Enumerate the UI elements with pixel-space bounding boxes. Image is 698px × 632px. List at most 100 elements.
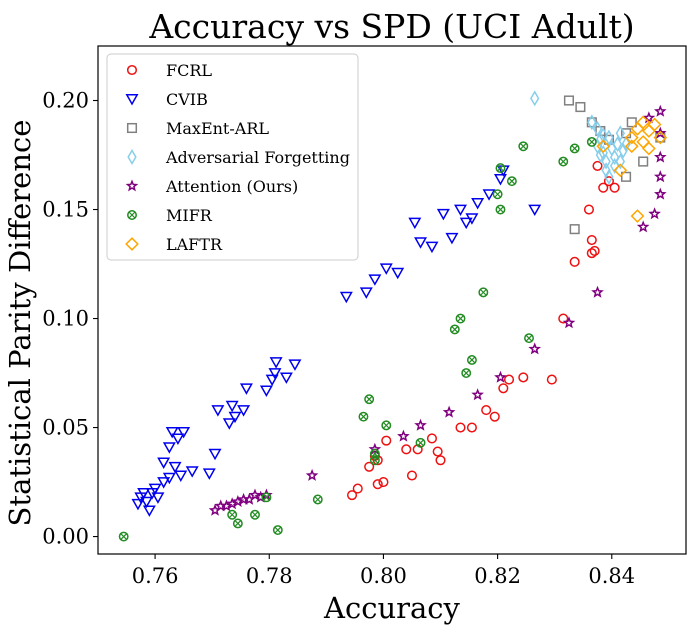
data-point [636, 220, 650, 233]
data-point [408, 217, 422, 230]
data-point [397, 429, 410, 442]
legend-label: Attention (Ours) [165, 177, 298, 196]
data-point [454, 204, 467, 217]
data-point [494, 370, 507, 383]
data-point [177, 426, 191, 439]
data-point [612, 136, 623, 153]
data-point [592, 120, 603, 137]
x-tick-label: 0.84 [588, 564, 635, 588]
data-point [592, 160, 603, 171]
legend-marker [126, 64, 138, 76]
data-point [506, 176, 517, 187]
data-point [171, 433, 185, 445]
data-point [369, 455, 380, 466]
data-point [151, 492, 165, 504]
data-point [653, 130, 668, 145]
y-tick-label: 0.10 [42, 307, 89, 331]
data-point [471, 388, 484, 401]
data-point [569, 224, 580, 235]
y-tick-label: 0.00 [42, 525, 89, 549]
data-point [498, 383, 509, 394]
legend-label: FCRL [166, 61, 212, 80]
data-point [492, 189, 503, 200]
legend-marker [127, 149, 137, 165]
data-point [624, 139, 639, 154]
data-point [406, 470, 418, 481]
data-point [157, 477, 171, 489]
data-point [225, 400, 239, 413]
data-point [466, 355, 477, 365]
data-point [591, 285, 604, 298]
data-point [615, 125, 626, 142]
data-point [202, 468, 216, 480]
data-point [228, 411, 242, 424]
data-point [621, 136, 631, 153]
data-point [157, 457, 171, 469]
legend-label: MIFR [166, 206, 213, 225]
legend-marker [126, 122, 138, 134]
legend-label: LAFTR [166, 235, 223, 254]
data-point [272, 525, 283, 535]
data-point [436, 208, 450, 221]
data-point [489, 411, 500, 422]
data-point [391, 267, 405, 280]
data-point [261, 492, 272, 503]
y-axis-label: Statistical Parity Difference [3, 120, 37, 527]
data-point [478, 287, 489, 298]
data-point [609, 149, 620, 166]
data-point [481, 405, 492, 416]
data-point [595, 131, 606, 148]
data-point [558, 156, 569, 167]
data-point [312, 494, 323, 505]
data-layer [118, 90, 668, 542]
data-point [518, 372, 529, 383]
data-point [268, 368, 282, 380]
x-tick-label: 0.78 [246, 564, 293, 588]
data-point [587, 114, 597, 131]
data-point [248, 488, 262, 501]
data-point [131, 498, 145, 511]
data-point [359, 287, 373, 299]
data-point [415, 437, 426, 448]
data-point [655, 132, 666, 143]
data-point [364, 461, 375, 472]
data-point [250, 509, 260, 520]
legend-entry: FCRL [126, 61, 212, 80]
data-point [482, 189, 496, 201]
series-mifr [118, 136, 597, 542]
data-point [368, 442, 382, 455]
data-point [647, 117, 662, 132]
data-point [401, 444, 412, 455]
legend-entry: MIFR [127, 206, 213, 225]
data-point [546, 374, 557, 385]
data-point [364, 394, 375, 405]
data-point [165, 426, 179, 439]
data-point [118, 531, 129, 542]
y-tick-label: 0.20 [42, 89, 89, 113]
data-point [239, 383, 253, 395]
data-point [237, 405, 251, 417]
data-point [305, 468, 319, 481]
data-point [653, 104, 667, 117]
data-point [586, 136, 597, 147]
data-point [495, 163, 506, 174]
data-point [638, 156, 649, 167]
data-point [142, 505, 156, 517]
legend-entry: Attention (Ours) [125, 177, 298, 196]
data-point [604, 168, 614, 185]
data-point [232, 518, 243, 529]
data-point [425, 241, 439, 254]
data-point [653, 187, 667, 200]
legend-entry: Adversarial Forgetting [127, 148, 350, 167]
data-point [227, 509, 238, 520]
data-point [642, 141, 656, 156]
data-point [162, 472, 176, 485]
data-point [459, 217, 473, 230]
x-tick-label: 0.82 [474, 564, 521, 588]
legend-label: Adversarial Forgetting [165, 148, 350, 167]
series-laftr [596, 115, 668, 223]
data-point [455, 313, 466, 324]
data-point [642, 111, 656, 124]
data-point [518, 141, 529, 152]
data-point [352, 483, 363, 494]
